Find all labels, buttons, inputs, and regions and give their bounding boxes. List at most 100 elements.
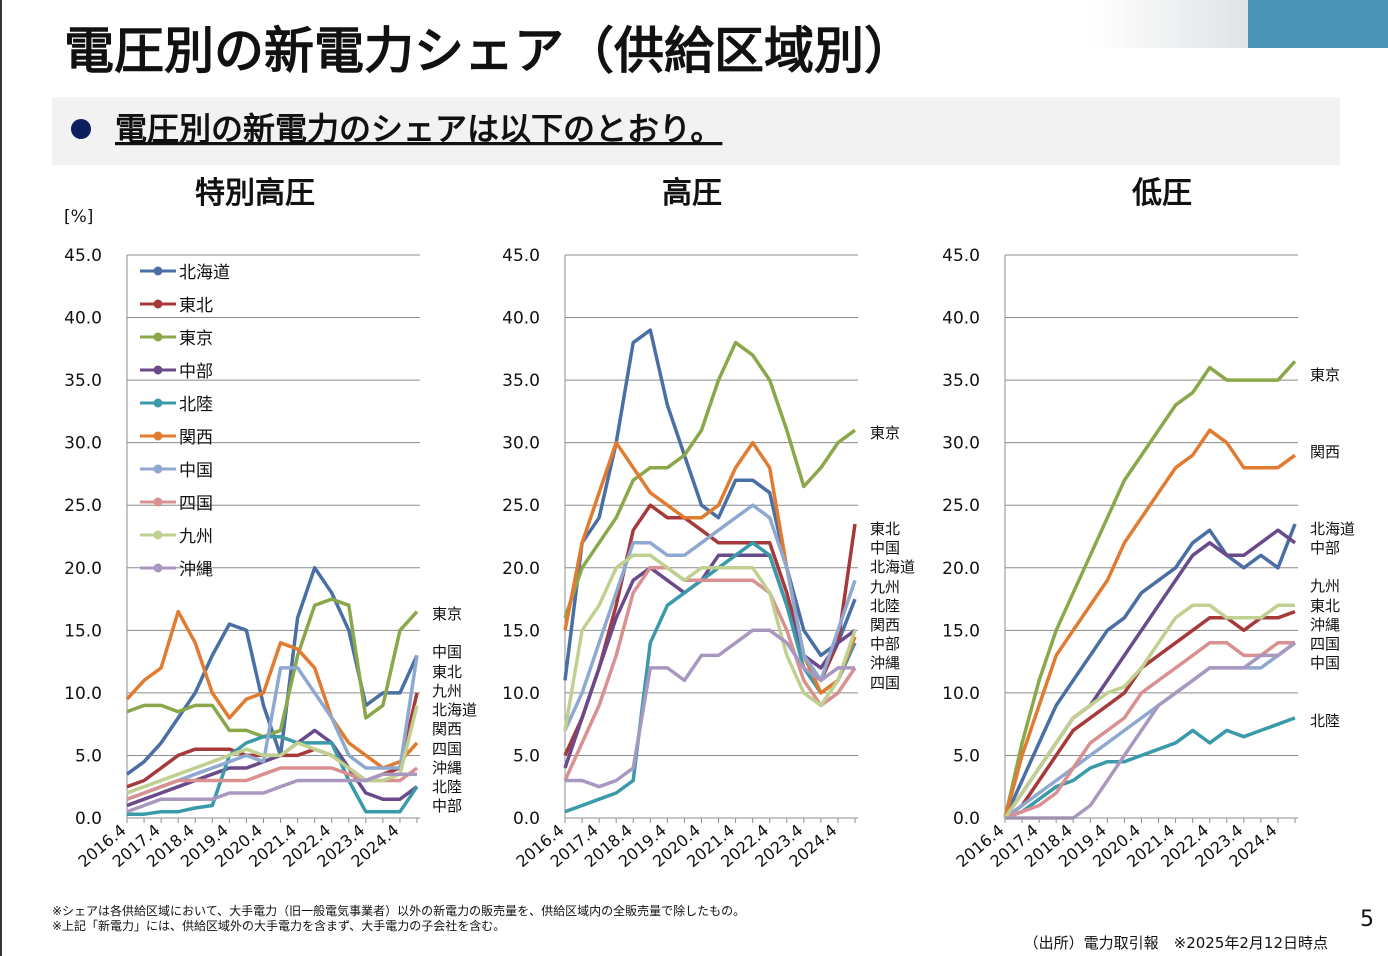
series-line bbox=[563, 340, 857, 619]
y-tick-label: 25.0 bbox=[942, 496, 980, 516]
legend-label: 四国 bbox=[179, 494, 213, 514]
legend-label: 沖縄 bbox=[179, 560, 213, 580]
legend-marker bbox=[153, 497, 163, 507]
y-tick-label: 30.0 bbox=[64, 434, 102, 454]
y-tick-label: 25.0 bbox=[64, 496, 102, 516]
series-line bbox=[1004, 641, 1295, 820]
y-tick-label: 35.0 bbox=[942, 371, 980, 391]
y-tick-label: 0.0 bbox=[75, 809, 102, 829]
legend-label: 東京 bbox=[179, 329, 213, 349]
legend-label: 中部 bbox=[179, 362, 213, 382]
y-tick-label: 30.0 bbox=[502, 434, 540, 454]
y-tick-label: 15.0 bbox=[64, 621, 102, 641]
end-label: 北海道 bbox=[870, 558, 915, 576]
chart-title: 高圧 bbox=[662, 176, 722, 211]
series-line bbox=[1003, 360, 1297, 819]
y-tick-label: 15.0 bbox=[942, 621, 980, 641]
end-label: 関西 bbox=[432, 720, 462, 738]
y-tick-label: 45.0 bbox=[942, 246, 980, 266]
end-label: 中部 bbox=[1310, 539, 1340, 557]
series-line bbox=[125, 566, 419, 776]
legend-label: 関西 bbox=[179, 428, 213, 448]
end-label: 九州 bbox=[432, 682, 462, 700]
end-label: 中国 bbox=[432, 643, 462, 661]
end-label: 北陸 bbox=[1310, 712, 1340, 730]
series-line bbox=[127, 734, 419, 816]
y-tick-label: 20.0 bbox=[942, 559, 980, 579]
end-label: 四国 bbox=[432, 740, 462, 758]
end-label: 四国 bbox=[870, 674, 900, 692]
y-tick-label: 25.0 bbox=[502, 496, 540, 516]
legend-label: 北陸 bbox=[179, 395, 213, 415]
end-label: 東北 bbox=[1310, 597, 1340, 615]
source: （出所）電力取引報 ※2025年2月12日時点 bbox=[1024, 934, 1328, 952]
y-tick-label: 10.0 bbox=[502, 684, 540, 704]
end-label: 北陸 bbox=[870, 597, 900, 615]
legend-marker bbox=[153, 398, 163, 408]
series-line bbox=[1003, 609, 1296, 820]
end-label: 中国 bbox=[870, 539, 900, 557]
series-line bbox=[1003, 428, 1297, 819]
series-line bbox=[563, 553, 857, 731]
y-tick-label: 5.0 bbox=[953, 746, 980, 766]
end-label: 東京 bbox=[870, 424, 900, 442]
y-tick-label: 45.0 bbox=[502, 246, 540, 266]
legend-label: 中国 bbox=[179, 461, 213, 481]
series-line bbox=[126, 772, 417, 814]
footnote: ※シェアは各供給区域において、大手電力（旧一般電気事業者）以外の新電力の販売量を… bbox=[52, 903, 745, 918]
y-tick-label: 35.0 bbox=[64, 371, 102, 391]
y-tick-label: 10.0 bbox=[942, 684, 980, 704]
y-tick-label: 20.0 bbox=[64, 559, 102, 579]
y-tick-label: 40.0 bbox=[502, 309, 540, 329]
y-tick-label: 30.0 bbox=[942, 434, 980, 454]
legend-marker bbox=[153, 530, 163, 540]
legend-label: 北海道 bbox=[179, 263, 230, 283]
footnote: ※上記「新電力」には、供給区域外の大手電力を含まず、大手電力の子会社を含む。 bbox=[52, 918, 505, 933]
end-label: 関西 bbox=[1310, 443, 1340, 461]
chart-title: 特別高圧 bbox=[195, 176, 315, 211]
y-axis-label: [%] bbox=[64, 207, 93, 227]
y-tick-label: 35.0 bbox=[502, 371, 540, 391]
end-label: 北海道 bbox=[1310, 520, 1355, 538]
end-label: 中部 bbox=[432, 797, 462, 815]
y-tick-label: 5.0 bbox=[513, 746, 540, 766]
y-tick-label: 20.0 bbox=[502, 559, 540, 579]
header-deco bbox=[1090, 0, 1250, 48]
legend-marker bbox=[153, 332, 163, 342]
y-tick-label: 0.0 bbox=[953, 809, 980, 829]
end-label: 沖縄 bbox=[1310, 616, 1340, 634]
end-label: 四国 bbox=[1310, 635, 1340, 653]
subtitle: 電圧別の新電力のシェアは以下のとおり。 bbox=[115, 110, 722, 148]
end-label: 九州 bbox=[1310, 577, 1340, 595]
bullet bbox=[71, 119, 91, 139]
series-line bbox=[563, 566, 857, 782]
legend-label: 東北 bbox=[179, 296, 213, 316]
end-label: 北陸 bbox=[432, 778, 462, 796]
end-label: 東京 bbox=[432, 605, 462, 623]
legend-marker bbox=[153, 563, 163, 573]
end-label: 東北 bbox=[432, 663, 462, 681]
end-label: 関西 bbox=[870, 616, 900, 634]
subtitle-band bbox=[52, 97, 1340, 165]
legend-marker bbox=[153, 464, 163, 474]
y-tick-label: 0.0 bbox=[513, 809, 540, 829]
series-line bbox=[1003, 603, 1295, 819]
y-tick-label: 5.0 bbox=[75, 746, 102, 766]
y-tick-label: 15.0 bbox=[502, 621, 540, 641]
series-line bbox=[125, 609, 419, 770]
end-label: 沖縄 bbox=[870, 654, 900, 672]
series-line bbox=[1004, 716, 1296, 820]
end-label: 北海道 bbox=[432, 701, 477, 719]
header-deco bbox=[1248, 0, 1388, 48]
page-title: 電圧別の新電力シェア（供給区域別） bbox=[64, 22, 914, 80]
series-line bbox=[563, 503, 857, 732]
end-label: 九州 bbox=[870, 578, 900, 596]
chart-title: 低圧 bbox=[1131, 176, 1192, 211]
legend-marker bbox=[153, 299, 163, 309]
end-label: 沖縄 bbox=[432, 759, 462, 777]
y-tick-label: 10.0 bbox=[64, 684, 102, 704]
end-label: 中部 bbox=[870, 635, 900, 653]
page-number: 5 bbox=[1360, 907, 1374, 932]
y-tick-label: 45.0 bbox=[64, 246, 102, 266]
